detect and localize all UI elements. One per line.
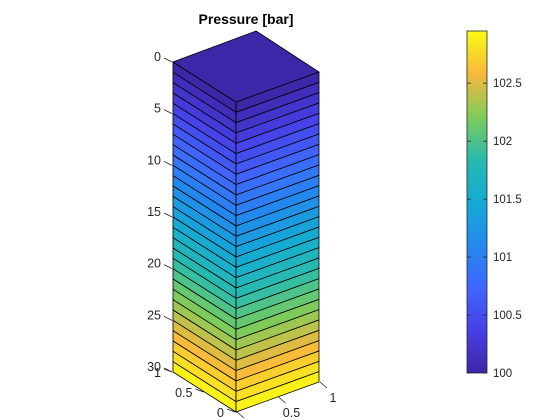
z-tick-label: 10 [147, 153, 161, 167]
colorbar-gradient [466, 30, 488, 374]
colorbar-tick-label: 100 [493, 368, 512, 380]
chart-title: Pressure [bar] [199, 11, 294, 27]
y-tick-mark [226, 408, 236, 413]
z-tick-label: 5 [154, 102, 161, 116]
layer-right-face [235, 371, 320, 413]
y-tick-label: 0.5 [175, 386, 192, 400]
x-tick-mark [319, 381, 328, 389]
y-tick-label: 1 [154, 366, 161, 380]
z-tick-mark [163, 264, 173, 270]
x-tick-label: 0.5 [283, 406, 300, 420]
top-face [172, 30, 320, 103]
z-tick-label: 25 [147, 308, 161, 322]
colorbar-ticks: 100 100.5 101 101.5 102 102.5 [467, 78, 522, 380]
z-tick-mark [163, 160, 173, 166]
y-tick-mark [163, 368, 173, 373]
colorbar-tick-label: 101.5 [493, 194, 522, 206]
x-tick-mark [236, 411, 245, 419]
z-tick-label: 30 [147, 360, 161, 374]
colorbar: 100 100.5 101 101.5 102 102.5 [466, 30, 522, 380]
z-tick-label: 15 [147, 205, 161, 219]
pressure-column [172, 30, 320, 413]
colorbar-tick-label: 100.5 [493, 310, 522, 322]
colorbar-tick-label: 102 [493, 136, 512, 148]
z-tick-mark [163, 315, 173, 321]
z-tick-label: 0 [154, 50, 161, 64]
z-tick-mark [163, 212, 173, 218]
colorbar-tick-label: 102.5 [493, 78, 522, 90]
colorbar-tick-label: 101 [493, 252, 512, 264]
x-tick-mark [278, 396, 286, 404]
x-tick-label: 1 [330, 391, 337, 405]
z-tick-mark [163, 109, 173, 115]
y-tick-label: 0 [217, 406, 224, 420]
z-tick-mark [163, 57, 173, 63]
y-tick-mark [195, 388, 204, 393]
z-tick-label: 20 [147, 257, 161, 271]
